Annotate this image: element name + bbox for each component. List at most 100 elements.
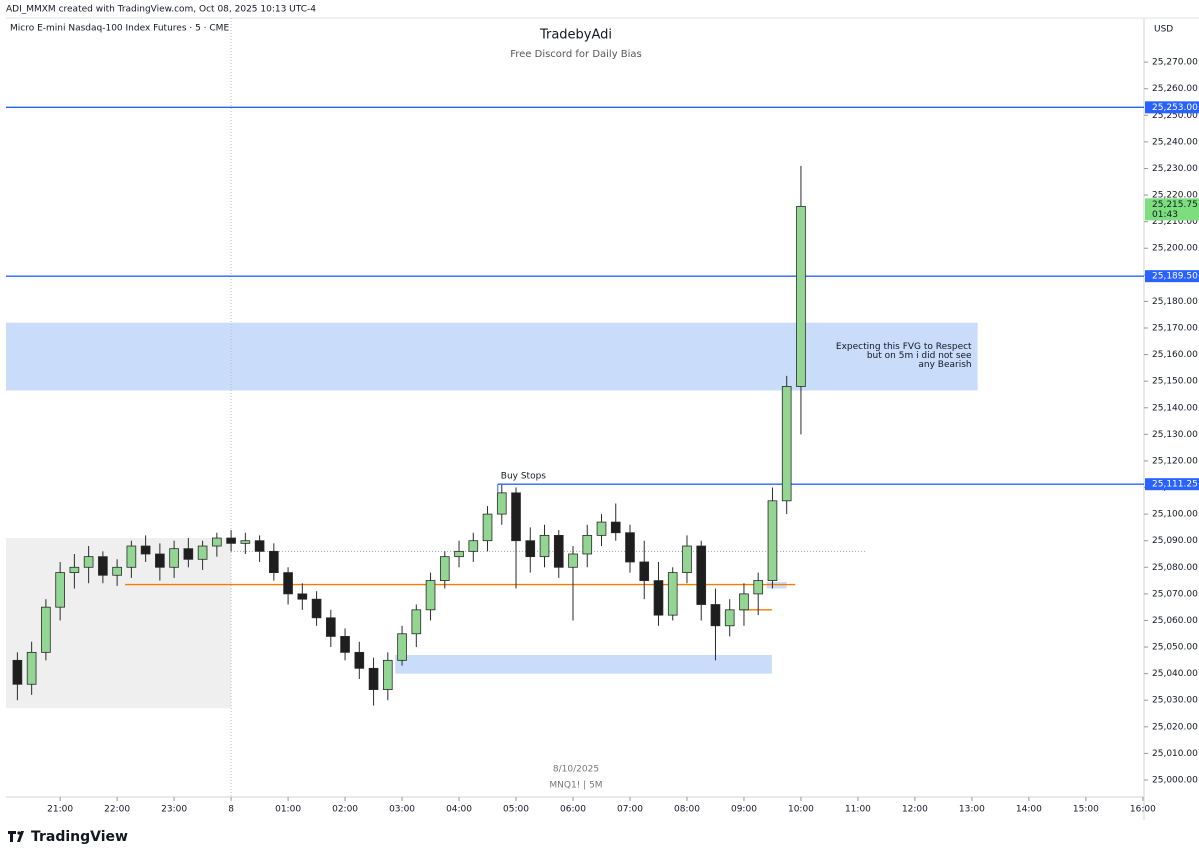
- candle: [667, 567, 678, 621]
- zone-box: [6, 322, 978, 391]
- candle-body: [482, 513, 493, 542]
- x-tick-label: 09:00: [731, 805, 757, 815]
- candle: [368, 657, 379, 706]
- candle-body: [511, 492, 521, 542]
- candle-body: [411, 609, 422, 635]
- candle-body: [553, 534, 564, 568]
- candle-body: [269, 550, 279, 574]
- y-tick-label: 25,020.00: [1152, 722, 1198, 732]
- candle-body: [26, 651, 37, 685]
- candle: [326, 609, 336, 648]
- candle-body: [382, 659, 393, 690]
- x-tick-label: 10:00: [788, 805, 814, 815]
- candle-body: [425, 580, 436, 611]
- price-label-bg: [1145, 198, 1199, 221]
- candle: [83, 546, 94, 584]
- candle: [739, 583, 749, 626]
- candle-body: [639, 561, 650, 581]
- candle-body: [610, 521, 621, 534]
- candle-body: [155, 553, 165, 568]
- y-tick-label: 25,030.00: [1152, 696, 1198, 706]
- y-tick-label: 25,240.00: [1152, 137, 1198, 147]
- candle: [454, 540, 464, 568]
- candle: [482, 506, 493, 552]
- candle-body: [454, 550, 464, 558]
- candle: [439, 551, 450, 589]
- brand: TradingView: [31, 829, 128, 845]
- candle-body: [753, 580, 764, 595]
- candle: [297, 583, 308, 610]
- candle: [425, 572, 436, 621]
- y-tick-label: 25,060.00: [1152, 616, 1198, 626]
- candle: [155, 543, 165, 581]
- candle: [269, 543, 279, 581]
- candle: [254, 535, 265, 562]
- candle-body: [724, 609, 735, 627]
- zone-box: [395, 655, 772, 674]
- y-tick-label: 25,100.00: [1152, 510, 1198, 520]
- zone-box: [6, 538, 232, 709]
- candle: [767, 487, 778, 589]
- currency: USD: [1154, 25, 1173, 35]
- x-tick-label: 03:00: [389, 805, 415, 815]
- candle: [240, 532, 251, 554]
- x-tick-label: 8: [228, 805, 234, 815]
- candle-body: [439, 556, 450, 581]
- y-tick-label: 25,260.00: [1152, 84, 1198, 94]
- candle-body: [568, 553, 578, 568]
- candle: [55, 561, 65, 621]
- price-timer: 01:43: [1152, 210, 1178, 220]
- y-tick-label: 25,010.00: [1152, 749, 1198, 759]
- x-tick-label: 02:00: [332, 805, 358, 815]
- candle-body: [297, 593, 308, 600]
- candle-body: [197, 545, 208, 560]
- y-tick-label: 25,230.00: [1152, 164, 1198, 174]
- candle-body: [69, 566, 80, 574]
- y-tick-label: 25,270.00: [1152, 58, 1198, 68]
- candle-body: [126, 545, 137, 568]
- candle: [525, 527, 536, 573]
- chart-subtitle: Free Discord for Daily Bias: [510, 49, 642, 60]
- candle-body: [140, 545, 151, 555]
- candle-body: [468, 540, 479, 552]
- candle-body: [696, 545, 707, 605]
- candle-body: [653, 580, 664, 616]
- candle: [596, 514, 607, 547]
- level-label: 25,253.00: [1152, 103, 1198, 113]
- x-tick-label: 08:00: [674, 805, 700, 815]
- candle-body: [354, 651, 365, 669]
- candle: [696, 540, 707, 621]
- candle: [411, 604, 422, 648]
- level-label: 25,189.50: [1152, 272, 1198, 282]
- x-tick-label: 01:00: [275, 805, 301, 815]
- y-tick-label: 25,040.00: [1152, 669, 1198, 679]
- candle-body: [525, 540, 536, 558]
- level-label: 25,111.25: [1152, 480, 1198, 490]
- candle: [12, 652, 23, 701]
- y-tick-label: 25,220.00: [1152, 191, 1198, 201]
- candle: [724, 599, 735, 637]
- candle-body: [767, 500, 778, 581]
- candle: [653, 561, 664, 626]
- x-tick-label: 14:00: [1016, 805, 1042, 815]
- candle: [140, 535, 151, 562]
- candle: [397, 625, 407, 666]
- x-tick-label: 07:00: [617, 805, 643, 815]
- candle: [382, 652, 393, 701]
- chart-title: TradebyAdi: [539, 28, 612, 43]
- candle-body: [625, 532, 635, 563]
- x-tick-label: 23:00: [161, 805, 187, 815]
- candle: [98, 551, 108, 584]
- y-tick-label: 25,170.00: [1152, 324, 1198, 334]
- candle-body: [596, 521, 607, 536]
- y-tick-label: 25,210.00: [1152, 217, 1198, 227]
- annotation: but on 5m i did not see: [867, 351, 972, 361]
- y-tick-label: 25,120.00: [1152, 456, 1198, 466]
- candle-body: [781, 386, 792, 502]
- candle: [682, 535, 692, 584]
- candle-body: [397, 633, 407, 661]
- y-tick-label: 25,180.00: [1152, 297, 1198, 307]
- x-tick-label: 11:00: [845, 805, 871, 815]
- candle-body: [254, 540, 265, 552]
- x-tick-label: 15:00: [1073, 805, 1099, 815]
